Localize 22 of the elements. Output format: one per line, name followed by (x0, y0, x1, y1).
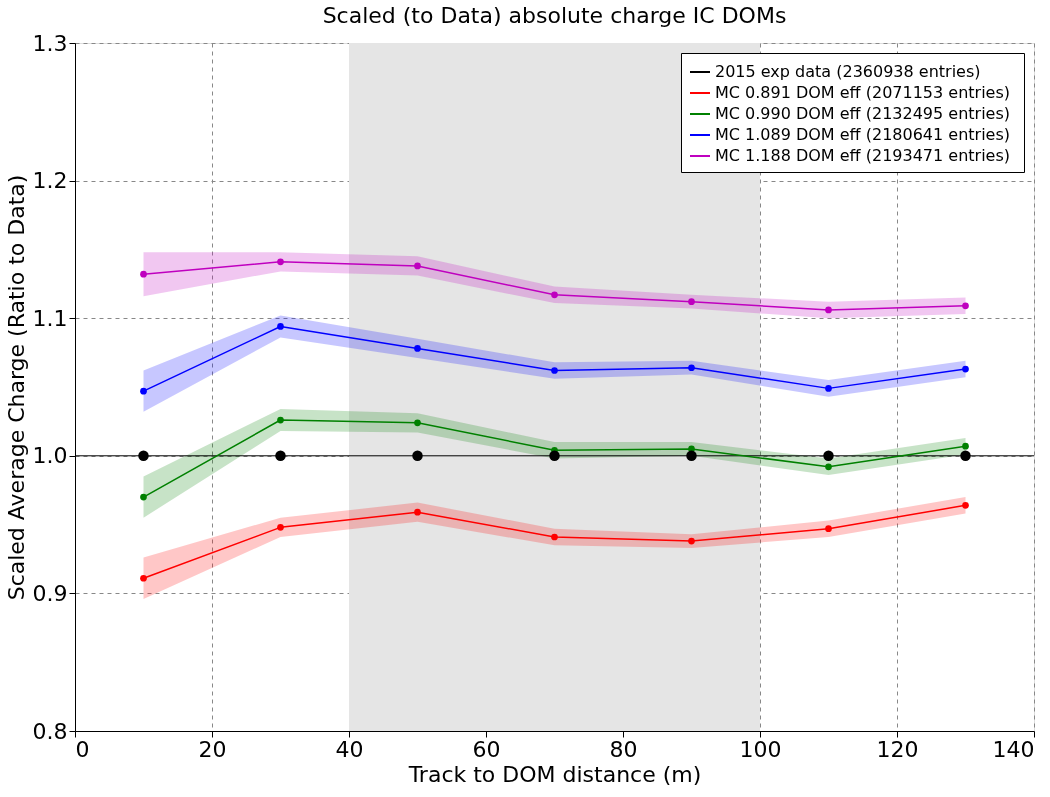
legend-label: MC 0.891 DOM eff (2071153 entries) (715, 83, 1010, 102)
y-tick-label: 0.8 (32, 718, 68, 744)
y-tick-label: 1.2 (32, 168, 68, 194)
legend-label: MC 1.089 DOM eff (2180641 entries) (715, 125, 1010, 144)
legend-label: MC 0.990 DOM eff (2132495 entries) (715, 104, 1010, 123)
y-tick-label: 1.3 (32, 30, 68, 56)
y-axis-title: Scaled Average Charge (Ratio to Data) (3, 174, 29, 601)
y-tick-label: 1.0 (32, 443, 68, 469)
x-tick-label: 60 (472, 736, 501, 762)
x-tick-label: 40 (335, 736, 364, 762)
x-tick-label: 0 (75, 736, 90, 762)
x-tick-label: 140 (992, 736, 1035, 762)
x-tick-label: 80 (609, 736, 638, 762)
y-tick-label: 0.9 (32, 580, 68, 606)
x-tick-label: 120 (876, 736, 919, 762)
legend-label: 2015 exp data (2360938 entries) (715, 62, 981, 81)
x-tick-label: 100 (739, 736, 782, 762)
legend-label: MC 1.188 DOM eff (2193471 entries) (715, 146, 1010, 165)
x-tick-label: 20 (198, 736, 227, 762)
x-axis-title: Track to DOM distance (m) (407, 761, 702, 787)
chart-title: Scaled (to Data) absolute charge IC DOMs (322, 3, 787, 28)
y-tick-label: 1.1 (32, 305, 68, 331)
